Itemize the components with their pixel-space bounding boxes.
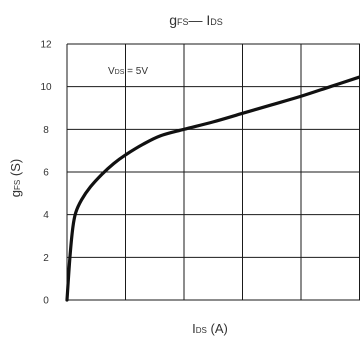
svg-text:IDS (A): IDS (A) xyxy=(192,321,228,336)
annotation-part: V xyxy=(108,66,115,77)
y-tick-label: 2 xyxy=(43,253,49,264)
annotation: VDS = 5V xyxy=(108,66,148,77)
svg-text:gFS (S): gFS (S) xyxy=(8,159,23,197)
xlabel-part: I xyxy=(192,321,196,336)
xlabel-part-sub: DS xyxy=(196,326,207,335)
annotation-part-sub: DS xyxy=(115,69,125,76)
chart-title: gFS— IDS xyxy=(169,12,223,28)
title-part: — I xyxy=(189,12,211,28)
series-line xyxy=(65,75,360,302)
svg-text:VDS = 5V: VDS = 5V xyxy=(108,66,148,77)
y-tick-label: 12 xyxy=(40,40,52,51)
ylabel-part: g xyxy=(8,190,23,197)
title-part: g xyxy=(169,12,177,28)
annotation-part: = 5V xyxy=(124,66,148,77)
y-ticks: 0 2 4 6 8 10 12 xyxy=(40,40,52,307)
title-part-sub: DS xyxy=(210,17,223,27)
y-tick-label: 10 xyxy=(40,82,52,93)
xlabel-part: (A) xyxy=(207,321,228,336)
y-tick-label: 0 xyxy=(43,296,49,307)
ylabel-part: (S) xyxy=(8,159,23,180)
title-part-sub: FS xyxy=(177,17,189,27)
y-axis-label: gFS (S) xyxy=(8,159,23,197)
grid xyxy=(66,43,360,301)
y-tick-label: 6 xyxy=(43,168,49,179)
y-tick-label: 8 xyxy=(43,125,49,136)
ylabel-part-sub: FS xyxy=(13,180,22,190)
x-axis-label: IDS (A) xyxy=(192,321,228,336)
svg-text:gFS— IDS: gFS— IDS xyxy=(169,12,223,28)
y-tick-label: 4 xyxy=(43,210,49,221)
